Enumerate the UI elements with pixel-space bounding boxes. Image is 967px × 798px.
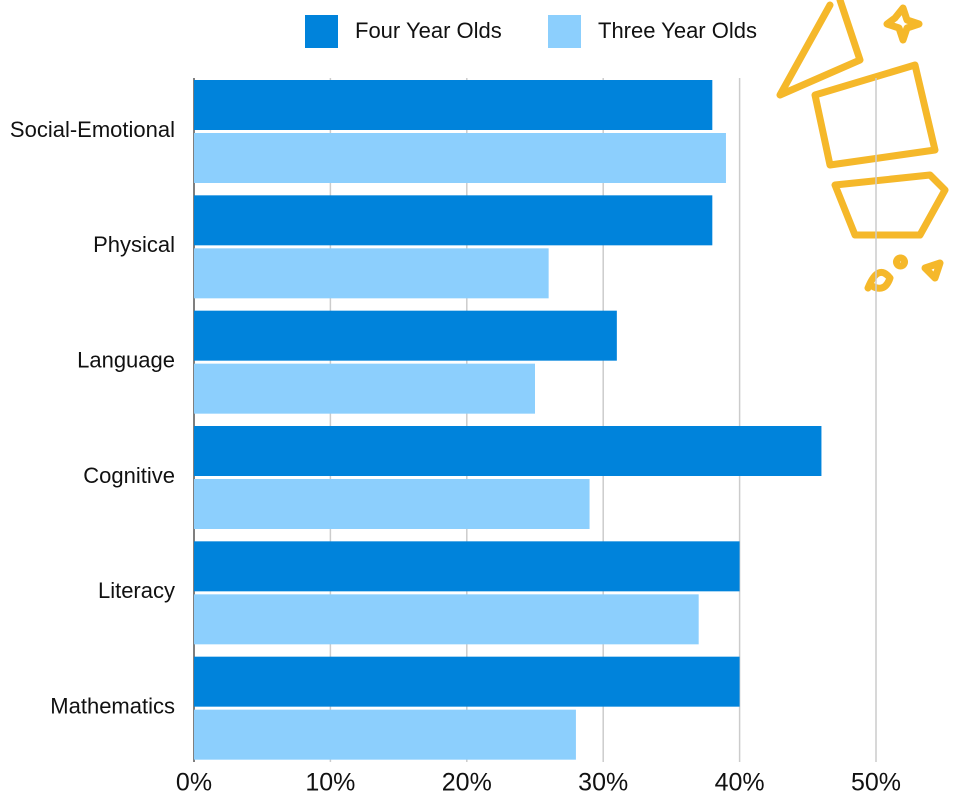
decoration [780,0,945,288]
y-tick-label: Literacy [98,578,175,603]
bar [194,311,617,361]
bar [194,133,726,183]
y-tick-label: Physical [93,232,175,257]
bar [194,195,712,245]
y-tick-label: Language [77,347,175,372]
y-tick-label: Cognitive [83,463,175,488]
bar [194,80,712,130]
legend-swatch [305,15,338,48]
x-tick-label: 30% [578,769,628,797]
x-tick-label: 20% [442,769,492,797]
bar [194,710,576,760]
legend-swatch [548,15,581,48]
bar [194,541,740,591]
bar [194,364,535,414]
bar [194,657,740,707]
x-tick-label: 40% [715,769,765,797]
y-tick-label: Social-Emotional [10,117,175,142]
bar [194,426,821,476]
bar [194,479,590,529]
y-tick-label: Mathematics [50,693,175,718]
bar [194,248,549,298]
bar [194,594,699,644]
chart: 0% 10% 20% 30% 40% 50% Social-Emotional Physica… [0,0,967,798]
legend-label: Three Year Olds [598,18,757,43]
x-tick-label: 50% [851,769,901,797]
x-tick-label: 10% [305,769,355,797]
x-tick-label: 0% [176,769,212,797]
legend-label: Four Year Olds [355,18,502,43]
